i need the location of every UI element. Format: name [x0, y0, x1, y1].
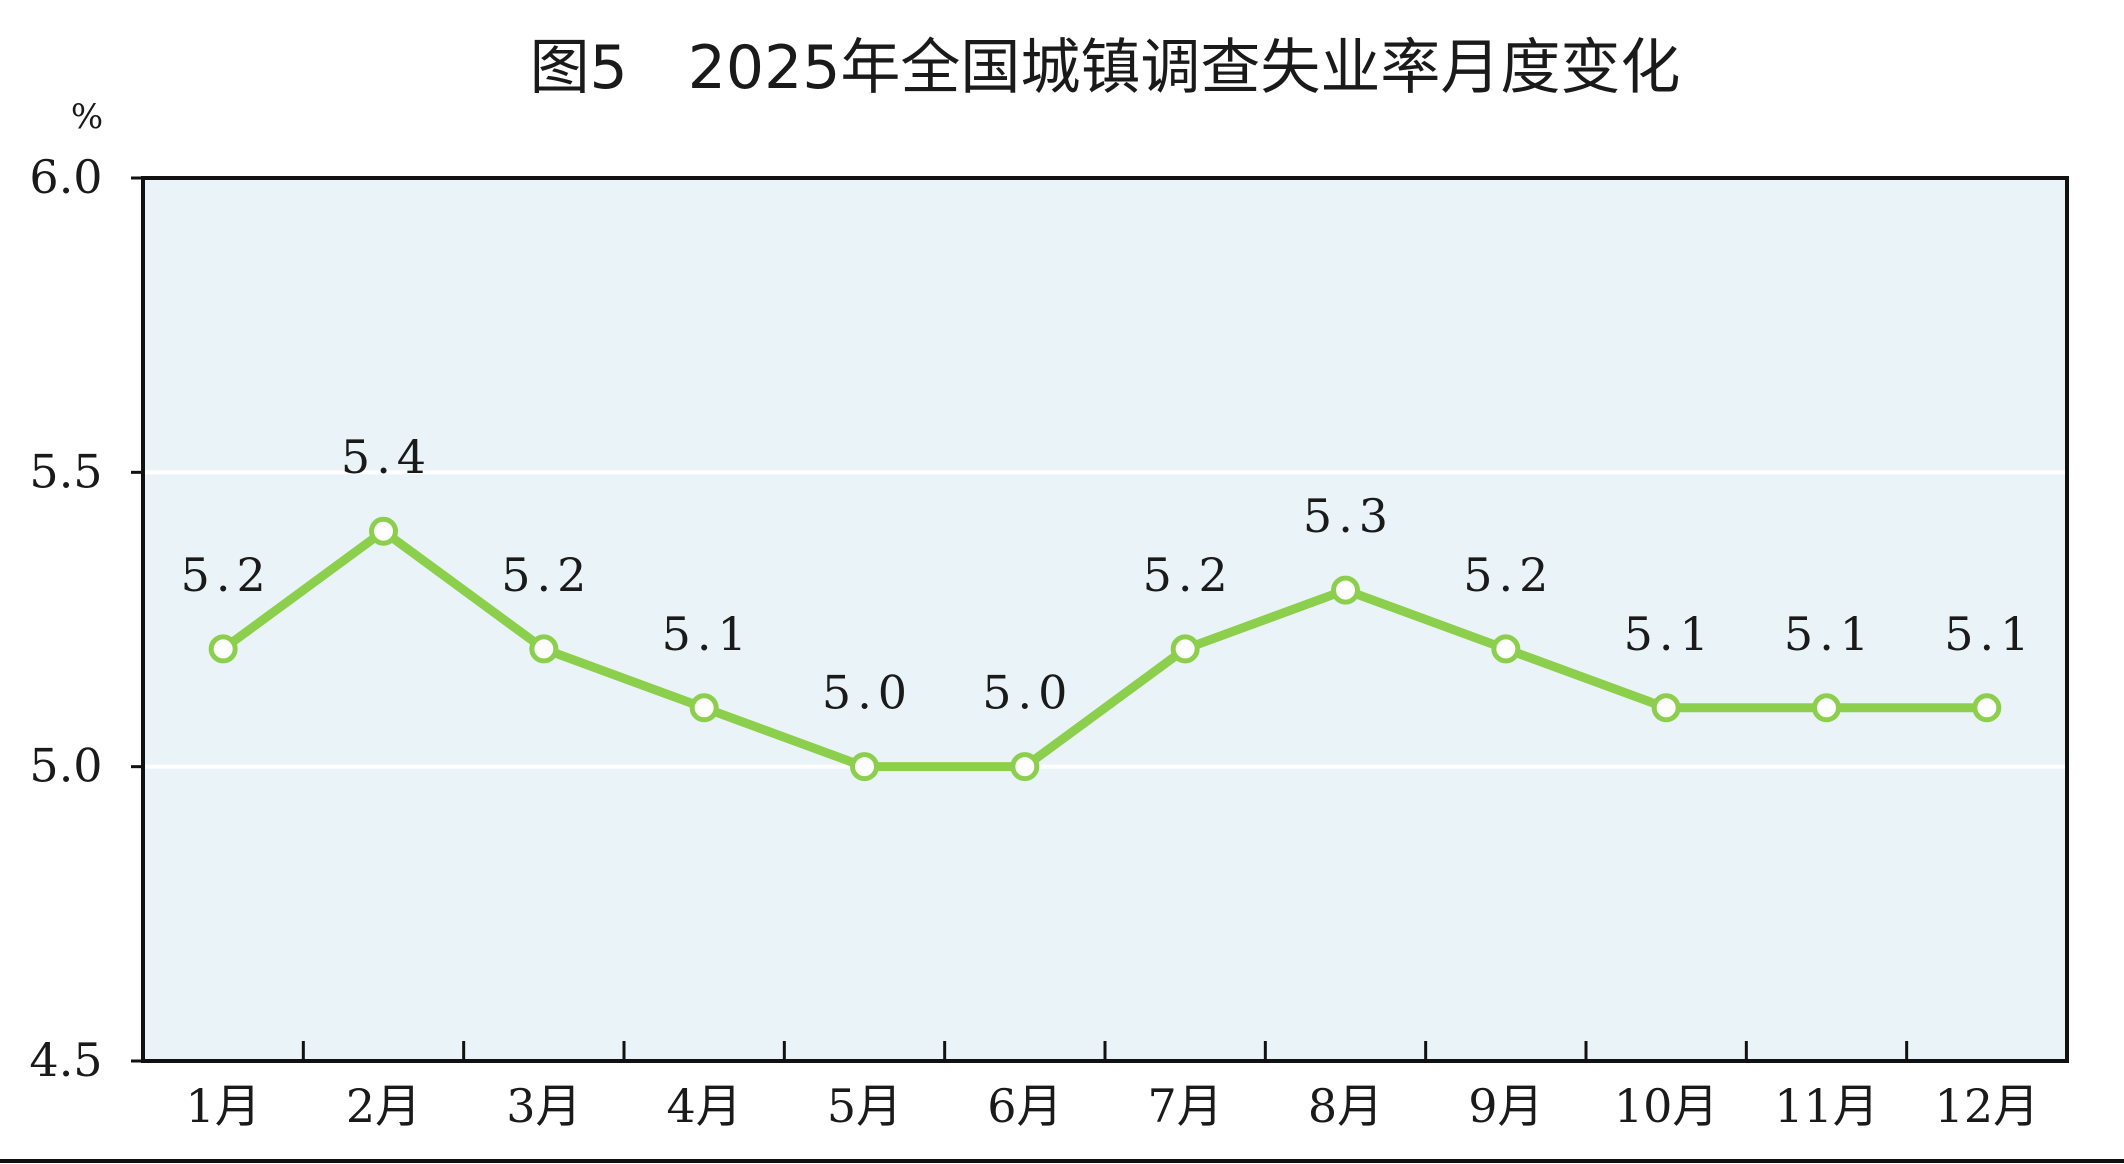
data-point [1812, 693, 1841, 723]
data-label: 5.4 [341, 430, 432, 484]
y-tick-label: 4.5 [29, 1033, 102, 1087]
series-line [218, 526, 1992, 772]
data-point [689, 693, 719, 723]
x-tick-label: 2月 [346, 1079, 421, 1133]
data-point [1651, 693, 1681, 723]
x-tick-label: 11月 [1774, 1079, 1879, 1133]
data-label: 5.1 [1944, 607, 2035, 661]
data-label: 5.0 [982, 666, 1073, 720]
chart-title: 图5 2025年全国城镇调查失业率月度变化 [530, 33, 1681, 103]
x-tick-label: 8月 [1308, 1079, 1383, 1133]
y-tick-label: 6.0 [29, 150, 102, 204]
data-point [1331, 575, 1360, 605]
data-labels: 5.2 5.4 5.2 5.1 5.0 5.0 5.2 5.3 5.2 5.1 5.1 5.1 [181, 430, 2035, 720]
data-label: 5.0 [822, 666, 913, 720]
data-label: 5.2 [501, 548, 592, 602]
x-tick-label: 5月 [827, 1079, 902, 1133]
x-tick-label: 1月 [186, 1079, 261, 1133]
data-label: 5.1 [1784, 607, 1875, 661]
data-label: 5.1 [662, 607, 753, 661]
x-tick-label: 3月 [506, 1079, 581, 1133]
data-label: 5.2 [1463, 548, 1554, 602]
data-label: 5.3 [1303, 489, 1394, 543]
data-point [1972, 693, 2002, 723]
data-label: 5.2 [181, 548, 272, 602]
data-point [369, 516, 398, 546]
x-tick-label: 10月 [1614, 1079, 1719, 1133]
series-unemployment-rate [208, 516, 2002, 782]
x-tick-label: 6月 [987, 1079, 1062, 1133]
y-axis-unit: % [71, 97, 103, 137]
axes: 4.5 5.0 5.5 6.0 1月 2月 3月 4月 5月 6月 7月 8月 9月 10月 11月 12月 [0, 150, 2124, 1163]
data-point [850, 752, 879, 782]
data-point [529, 634, 559, 664]
x-tick-label: 7月 [1148, 1079, 1223, 1133]
x-tick-label: 4月 [667, 1079, 742, 1133]
plot-area [143, 178, 2067, 1061]
gridlines [143, 470, 2067, 769]
data-point [1491, 634, 1521, 664]
x-tick-label: 12月 [1935, 1079, 2040, 1133]
data-point [208, 634, 238, 664]
data-label: 5.2 [1143, 548, 1234, 602]
data-point [1010, 752, 1040, 782]
x-tick-label: 9月 [1468, 1079, 1543, 1133]
data-point [1170, 634, 1200, 664]
data-label: 5.1 [1624, 607, 1715, 661]
y-tick-label: 5.5 [29, 444, 102, 498]
y-tick-label: 5.0 [29, 739, 102, 793]
